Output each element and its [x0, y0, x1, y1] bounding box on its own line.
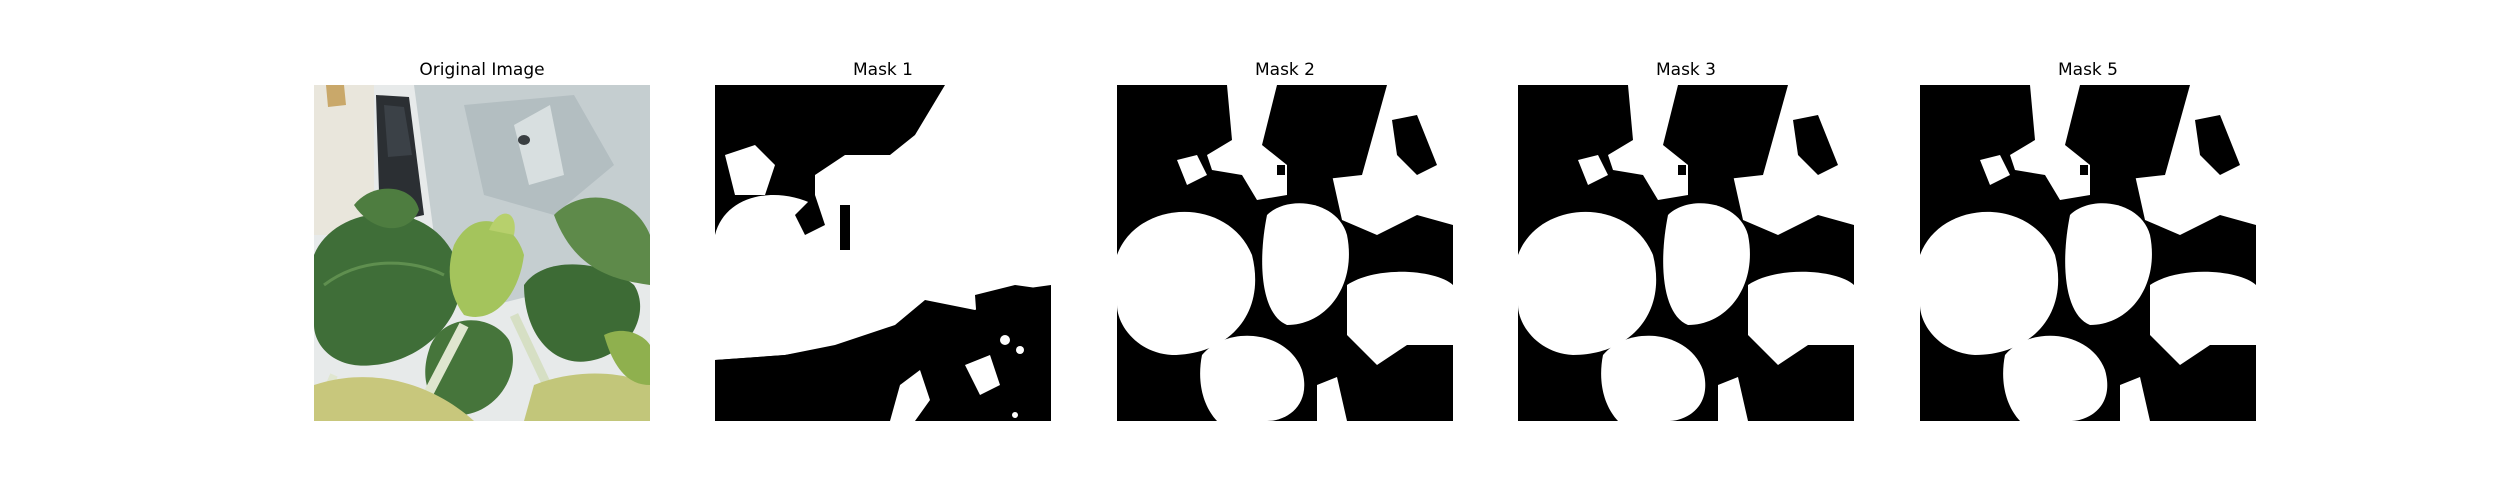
mask-1-bitmap [715, 85, 1051, 421]
mask-2-image [1117, 85, 1453, 421]
mask-5-bitmap [1920, 85, 2256, 421]
panel-mask-1: Mask 1 [715, 0, 1051, 500]
panel-title: Mask 2 [1254, 60, 1315, 80]
mask-2-bitmap [1117, 85, 1453, 421]
mask-3-bitmap [1518, 85, 1854, 421]
panel-mask-3: Mask 3 [1518, 0, 1854, 500]
panel-title: Mask 5 [2057, 60, 2118, 80]
panel-mask-5: Mask 5 [1920, 0, 2256, 500]
panel-original-image: Original Image [314, 0, 650, 500]
mask-1-image [715, 85, 1051, 421]
panel-mask-2: Mask 2 [1117, 0, 1453, 500]
mask-5-image [1920, 85, 2256, 421]
panel-title: Mask 1 [852, 60, 913, 80]
original-image-photo [314, 85, 650, 421]
panel-title: Original Image [419, 60, 545, 80]
mask-3-image [1518, 85, 1854, 421]
original-image [314, 85, 650, 421]
panel-title: Mask 3 [1655, 60, 1716, 80]
